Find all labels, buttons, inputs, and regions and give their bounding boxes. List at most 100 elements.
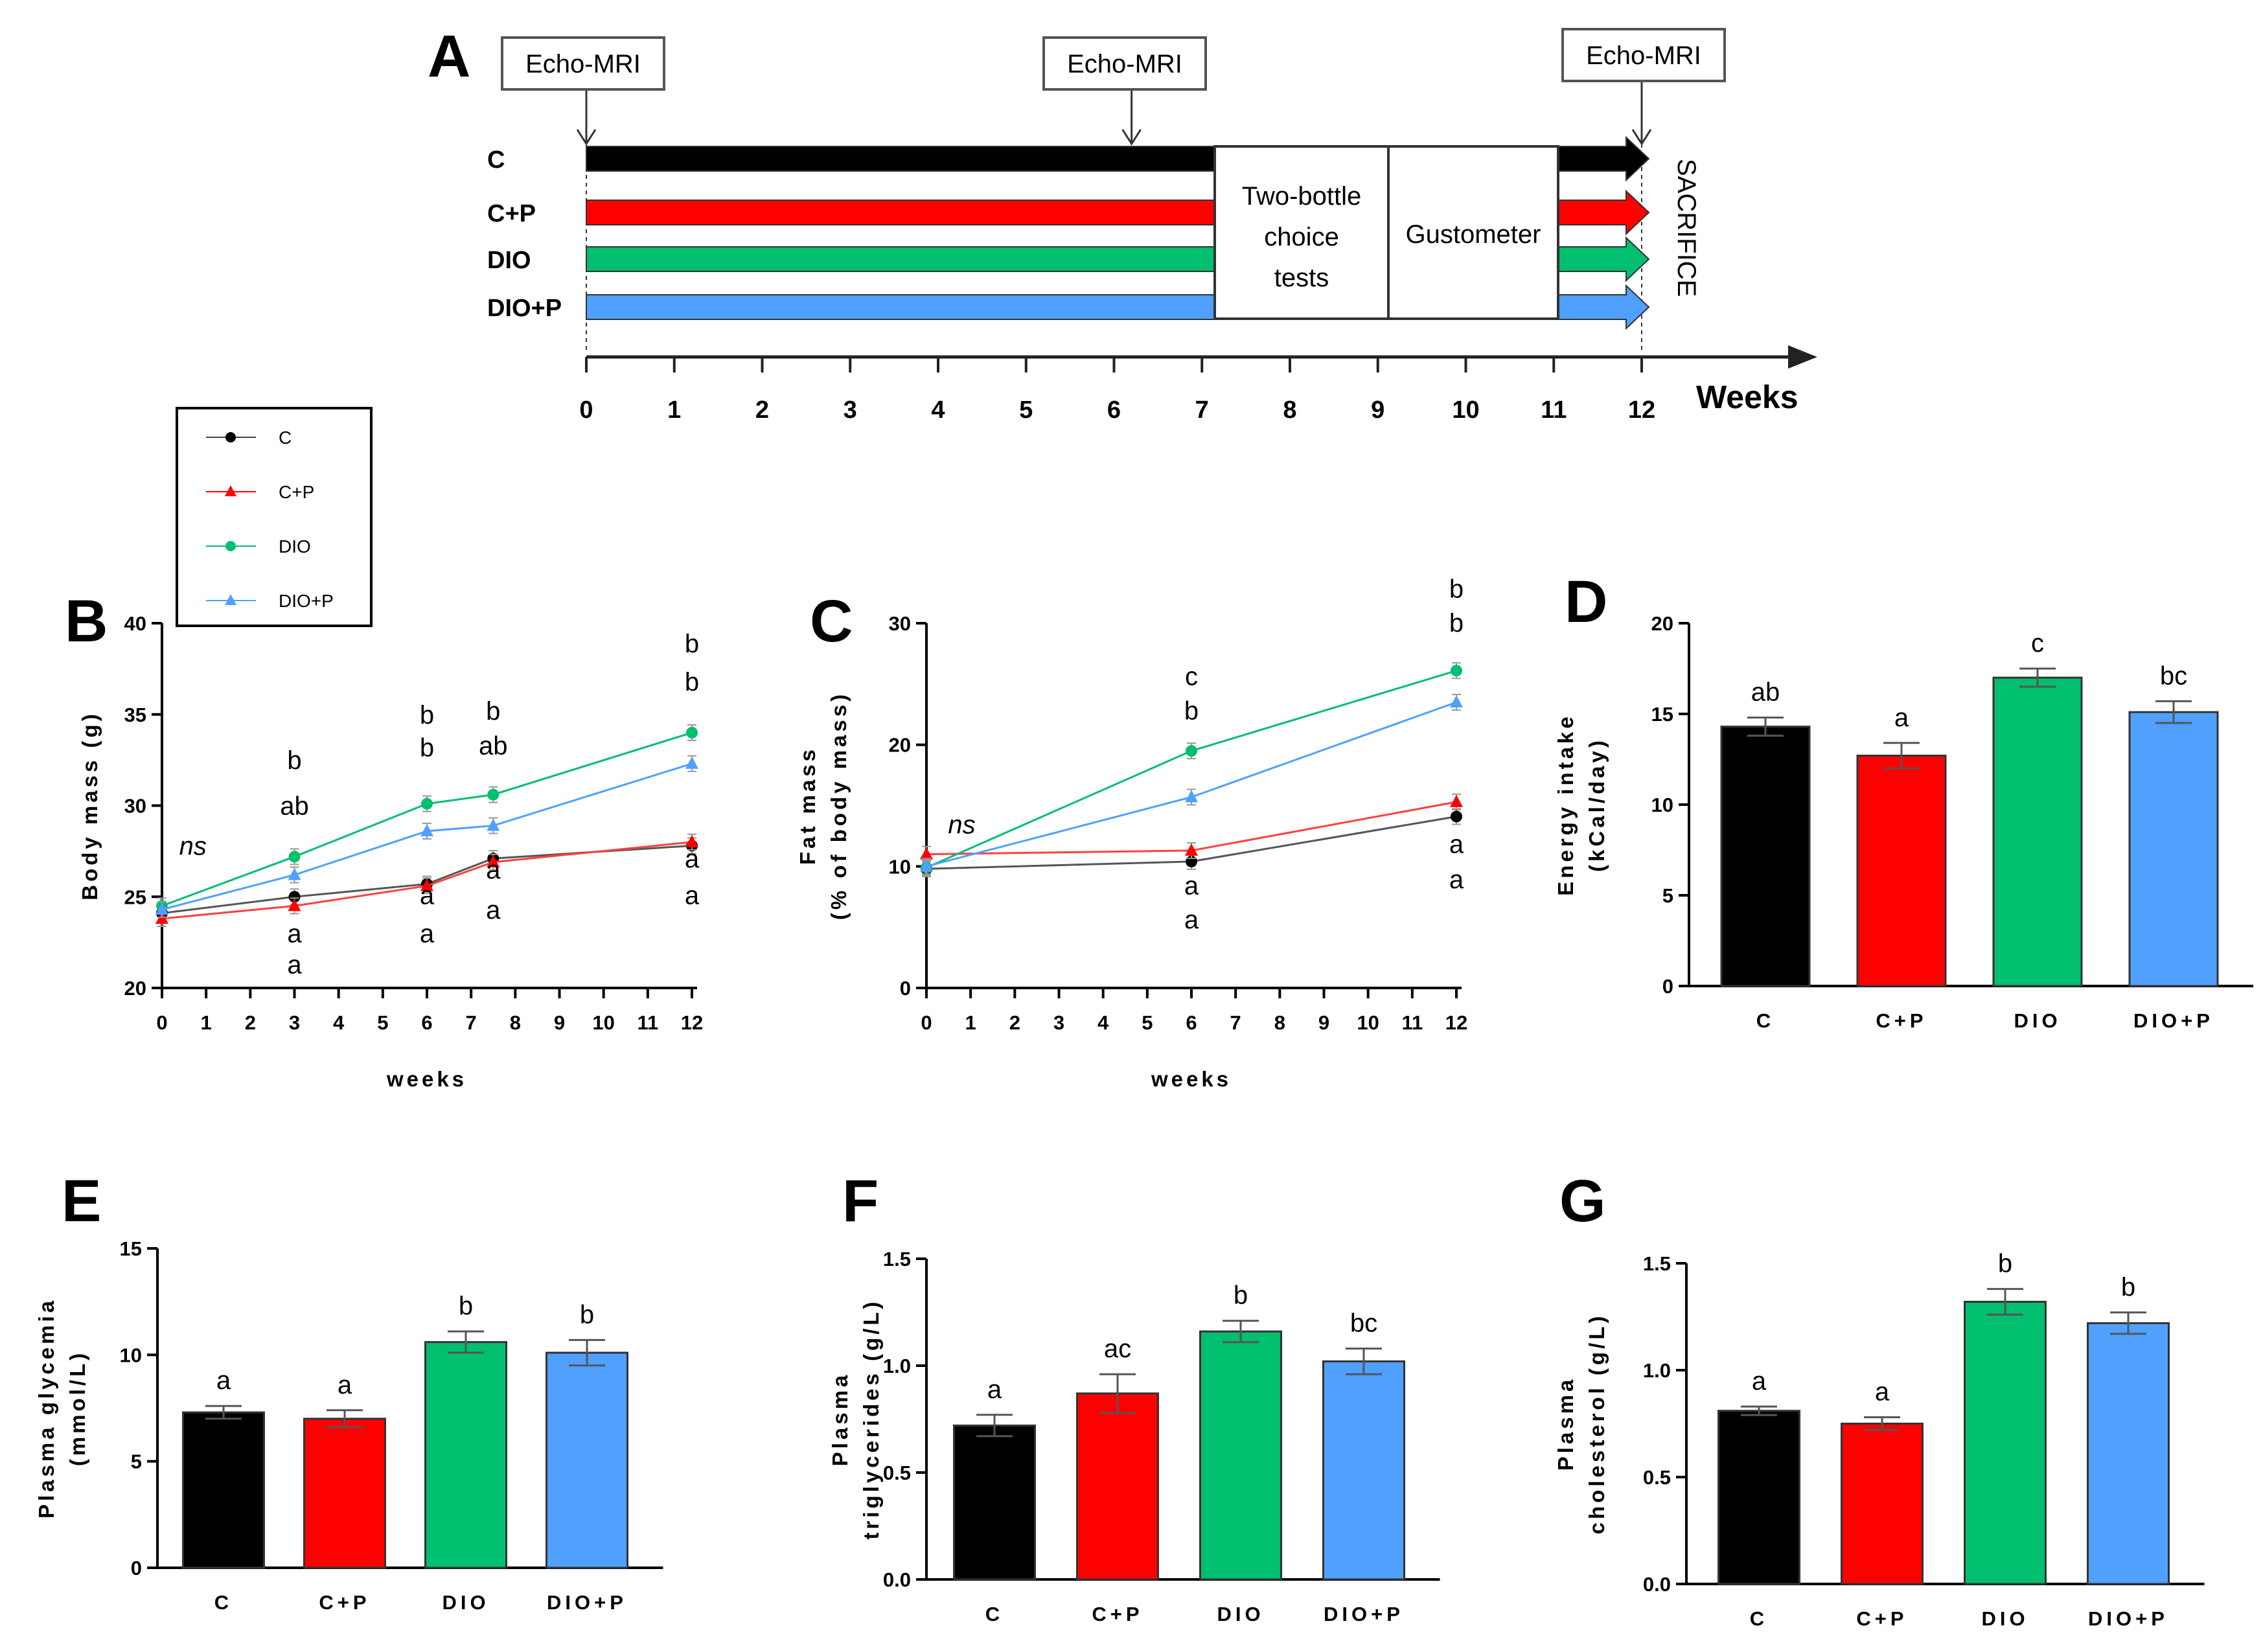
x-tick-label: DIO	[1217, 1603, 1264, 1625]
x-tick-label: C	[1750, 1607, 1768, 1630]
x-tick-label: 9	[1318, 1011, 1329, 1034]
y-tick-label: 5	[1662, 884, 1673, 907]
echo-mri-label: Echo-MRI	[525, 50, 641, 78]
group-label: DIO	[487, 247, 531, 274]
bar	[1992, 676, 2083, 987]
y-axis-label: (kCal/day)	[1585, 737, 1609, 872]
y-tick-label: 25	[124, 886, 146, 908]
y-tick-label: 10	[120, 1344, 142, 1366]
echo-arrowhead	[1121, 129, 1142, 146]
data-point	[1450, 694, 1463, 707]
group-label: C	[487, 146, 505, 174]
y-tick-label: 30	[124, 795, 146, 818]
bar	[182, 1411, 265, 1569]
x-axis-label: weeks	[1151, 1067, 1232, 1091]
x-tick-label: DIO+P	[2133, 1009, 2214, 1032]
significance-letter: a	[1875, 1378, 1890, 1406]
data-point	[1450, 794, 1463, 807]
significance-letter: ab	[280, 792, 309, 821]
data-point	[685, 834, 698, 847]
timeline-tick-label: 1	[667, 396, 681, 424]
echo-mri-box	[501, 36, 665, 91]
bar	[1856, 754, 1947, 987]
significance-letter: b	[287, 746, 301, 775]
timeline-tick-label: 9	[1371, 396, 1384, 424]
timeline-tick-label: 10	[1452, 396, 1479, 424]
data-point	[1185, 843, 1198, 856]
y-tick-label: 10	[1651, 794, 1673, 816]
legend-box	[176, 407, 373, 627]
x-tick-label: DIO	[2014, 1009, 2061, 1032]
data-point	[1185, 790, 1198, 803]
significance-letter: b	[1449, 609, 1464, 637]
data-point	[420, 878, 433, 891]
significance-letter: b	[580, 1300, 594, 1329]
x-tick-label: C+P	[319, 1591, 370, 1614]
y-tick-label: 0.0	[883, 1568, 911, 1591]
y-axis-label: Plasma	[828, 1372, 852, 1467]
legend-marker	[225, 485, 236, 496]
two-bottle-box	[1213, 145, 1390, 320]
data-point	[920, 859, 933, 872]
data-point	[420, 823, 433, 836]
group-label: DIO+P	[487, 295, 562, 322]
legend-marker	[225, 541, 236, 551]
significance-letter: a	[1449, 831, 1464, 859]
x-tick-label: 10	[592, 1011, 614, 1034]
significance-letter: a	[420, 882, 435, 910]
x-tick-label: 12	[681, 1011, 703, 1034]
significance-letter: b	[1998, 1250, 2012, 1278]
data-point	[288, 891, 301, 903]
timeline-tick-label: 11	[1541, 396, 1567, 424]
y-tick-label: 0	[131, 1557, 142, 1579]
data-point	[288, 899, 301, 912]
data-point	[686, 726, 698, 739]
significance-letter: a	[685, 845, 700, 873]
significance-letter: b	[486, 697, 500, 726]
legend-label: DIO	[279, 536, 311, 556]
y-tick-label: 0.5	[1643, 1466, 1671, 1489]
x-tick-label: 5	[377, 1011, 388, 1034]
x-tick-label: 2	[1009, 1011, 1020, 1034]
significance-letter: a	[287, 950, 302, 979]
x-tick-label: 7	[1230, 1011, 1241, 1034]
echo-mri-box	[1561, 28, 1726, 82]
significance-letter: b	[2121, 1273, 2135, 1302]
data-point	[487, 818, 500, 831]
data-point	[920, 847, 933, 860]
significance-letter: ac	[1104, 1335, 1131, 1363]
x-tick-label: C	[985, 1603, 1004, 1625]
x-tick-label: 3	[289, 1011, 300, 1034]
x-axis-label: weeks	[386, 1067, 467, 1091]
significance-letter: a	[1449, 866, 1464, 894]
timeline-arrowhead	[1788, 345, 1817, 369]
data-point	[288, 867, 301, 880]
x-tick-label: 5	[1142, 1011, 1153, 1034]
gustometer-label: Gustometer	[1406, 220, 1541, 249]
significance-letter: a	[987, 1375, 1002, 1404]
timeline-tick-label: 4	[931, 396, 945, 424]
timeline-tick-label: 3	[844, 396, 857, 424]
significance-letter: b	[1184, 696, 1199, 725]
significance-letter: b	[685, 668, 699, 696]
echo-mri-label: Echo-MRI	[1586, 41, 1701, 70]
x-tick-label: 0	[921, 1011, 932, 1034]
y-axis-label: Plasma glycemia	[34, 1298, 58, 1519]
x-tick-label: 8	[1274, 1011, 1285, 1034]
significance-letter: ab	[479, 732, 508, 761]
y-axis-label: (mmol/L)	[65, 1350, 89, 1466]
legend-label: C+P	[279, 482, 314, 502]
x-tick-label: 9	[554, 1011, 565, 1034]
bar	[1076, 1392, 1159, 1581]
panel-label-e: E	[62, 1168, 101, 1234]
significance-letter: b	[420, 733, 434, 762]
y-axis-label: cholesterol (g/L)	[1585, 1313, 1609, 1535]
panel-label-g: G	[1559, 1168, 1606, 1234]
data-point	[1451, 810, 1462, 823]
bar	[2128, 711, 2219, 987]
significance-letter: a	[685, 882, 700, 910]
two-bottle-label: choice	[1264, 223, 1339, 251]
x-tick-label: DIO	[1981, 1607, 2028, 1630]
y-tick-label: 0	[1662, 975, 1673, 998]
